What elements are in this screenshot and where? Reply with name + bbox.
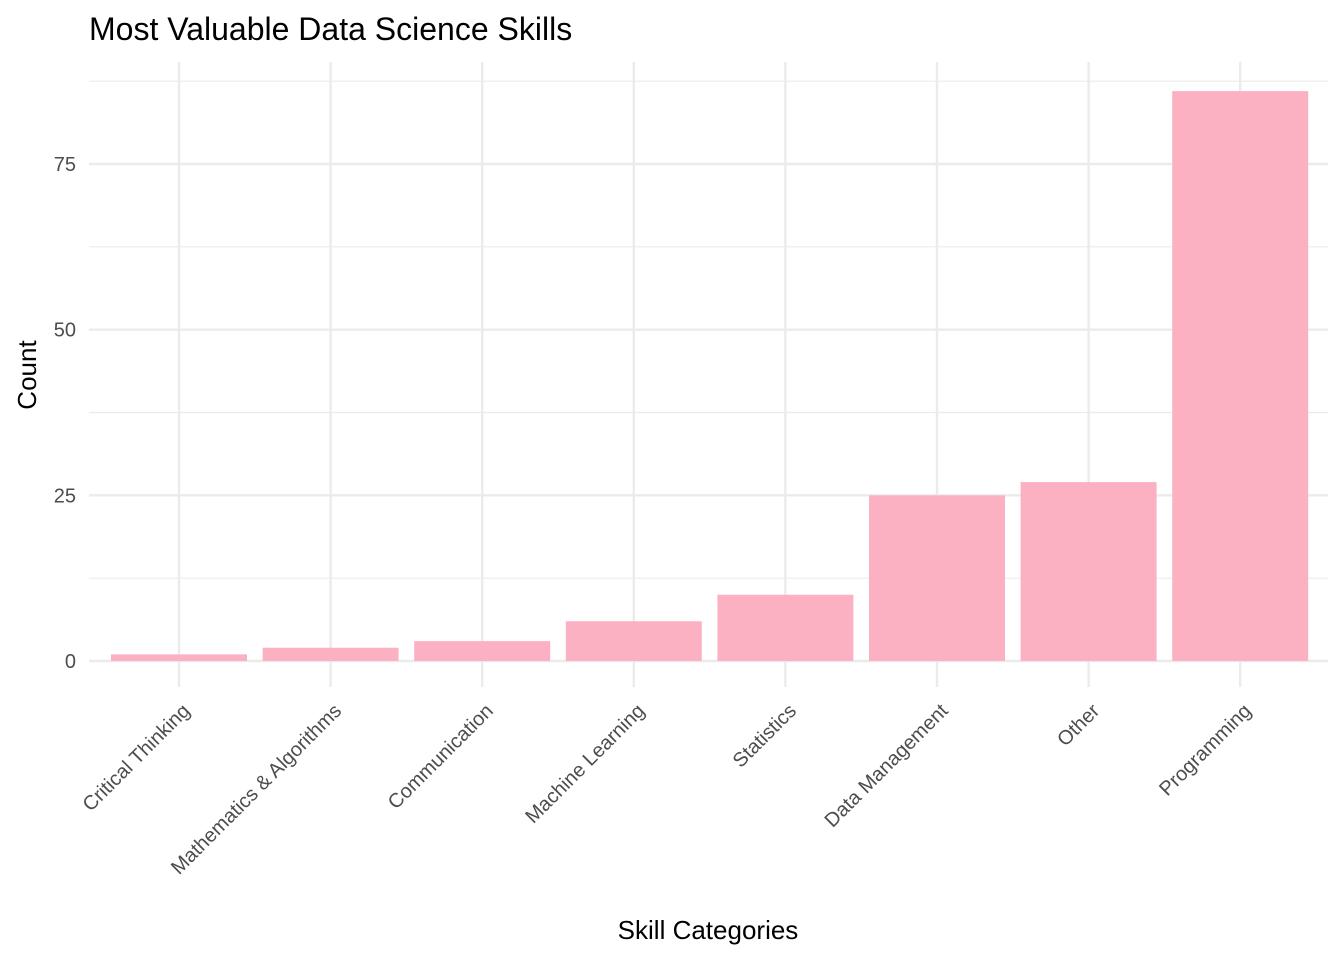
x-tick-label: Communication <box>384 700 498 814</box>
bar <box>111 654 247 661</box>
bar <box>262 647 399 661</box>
bar <box>1172 91 1309 661</box>
x-axis-title: Skill Categories <box>618 915 799 945</box>
y-axis-title: Count <box>12 340 42 410</box>
bar <box>565 621 702 661</box>
bar <box>1020 482 1157 661</box>
x-tick-label: Statistics <box>729 700 801 772</box>
x-tick-label: Data Management <box>821 700 953 832</box>
chart-title: Most Valuable Data Science Skills <box>89 11 572 47</box>
bar <box>869 495 1005 661</box>
bars <box>111 91 1309 661</box>
x-tick-label: Mathematics & Algorithms <box>167 700 346 879</box>
x-tick-label: Critical Thinking <box>79 700 195 816</box>
x-tick-label: Other <box>1053 700 1104 751</box>
bar <box>414 641 551 661</box>
y-tick-label: 50 <box>54 320 76 342</box>
y-tick-label: 75 <box>54 154 76 176</box>
bar <box>717 594 854 661</box>
y-tick-labels: 0 25 50 75 <box>54 154 76 673</box>
y-tick-label: 0 <box>65 651 76 673</box>
y-tick-label: 25 <box>54 485 76 507</box>
x-tick-label: Machine Learning <box>521 700 649 828</box>
x-tick-label: Programming <box>1155 700 1255 800</box>
